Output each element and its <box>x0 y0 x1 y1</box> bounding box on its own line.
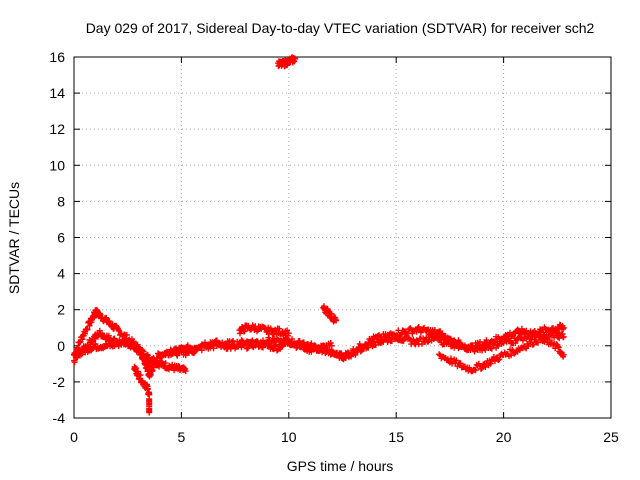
series-track-f <box>236 322 292 339</box>
data-points <box>71 54 567 416</box>
y-tick-label: -4 <box>53 410 66 426</box>
y-tick-label: 0 <box>57 338 65 354</box>
x-axis-label: GPS time / hours <box>287 458 394 474</box>
x-tick-label: 20 <box>496 429 512 445</box>
series-points <box>178 334 324 359</box>
y-tick-label: 2 <box>57 302 65 318</box>
y-tick-label: 4 <box>57 266 65 282</box>
y-tick-label: 10 <box>49 157 65 173</box>
y-tick-label: 14 <box>49 85 65 101</box>
series-points <box>71 337 157 380</box>
series-points <box>275 54 299 70</box>
y-axis-label: SDTVAR / TECUs <box>6 182 22 294</box>
series-track-e <box>178 334 324 359</box>
series-points <box>131 363 153 416</box>
series-points <box>236 322 292 339</box>
x-tick-label: 10 <box>281 429 297 445</box>
series-track-k <box>425 329 567 360</box>
y-tick-label: 6 <box>57 230 65 246</box>
series-track-g <box>320 303 340 325</box>
axis-ticks: 0 5 10 15 20 25 -4 -2 0 2 4 6 8 10 12 14 16 <box>49 49 619 445</box>
grid <box>74 57 611 418</box>
series-track-c <box>71 337 157 380</box>
y-tick-label: -2 <box>53 374 66 390</box>
y-tick-label: 12 <box>49 121 65 137</box>
x-tick-label: 15 <box>388 429 404 445</box>
chart-title: Day 029 of 2017, Sidereal Day-to-day VTE… <box>86 20 595 36</box>
series-points <box>425 329 567 360</box>
series-points <box>320 303 340 325</box>
y-tick-label: 16 <box>49 49 65 65</box>
y-tick-label: 8 <box>57 193 65 209</box>
x-tick-label: 5 <box>178 429 186 445</box>
series-dip <box>131 363 153 416</box>
x-tick-label: 0 <box>70 429 78 445</box>
series-high-arc <box>275 54 299 70</box>
x-tick-label: 25 <box>603 429 619 445</box>
